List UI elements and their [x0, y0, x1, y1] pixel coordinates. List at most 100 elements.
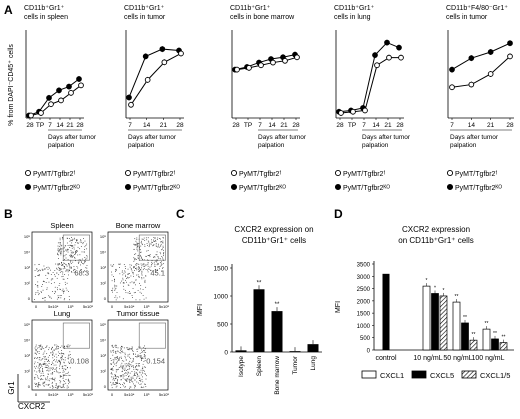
flow-event-dot	[39, 369, 40, 371]
flow-event-dot	[55, 387, 56, 388]
flow-event-dot	[62, 369, 64, 371]
flow-event-dot	[137, 369, 138, 371]
flow-event-dot	[163, 237, 165, 239]
x-tick-label: control	[375, 355, 396, 362]
flow-event-dot	[61, 244, 63, 246]
flow-event-dot	[39, 364, 41, 366]
flow-event-dot	[50, 297, 52, 299]
flow-event-dot	[67, 358, 69, 360]
flow-event-dot	[39, 363, 41, 365]
flow-event-dot	[162, 258, 164, 260]
flow-event-dot	[128, 378, 130, 380]
flow-event-dot	[155, 243, 157, 244]
flow-event-dot	[52, 363, 54, 364]
flow-event-dot	[113, 384, 115, 385]
flow-event-dot	[127, 348, 128, 350]
flow-event-dot	[57, 348, 59, 350]
flow-event-dot	[34, 370, 36, 372]
flow-event-dot	[115, 299, 117, 301]
flow-event-dot	[114, 363, 116, 365]
flow-event-dot	[34, 378, 36, 380]
flow-event-dot	[63, 380, 64, 382]
flow-event-dot	[121, 368, 123, 370]
flow-x-tick-label: 0	[35, 304, 38, 309]
flow-event-dot	[122, 374, 124, 375]
flow-event-dot	[139, 269, 141, 271]
flow-event-dot	[117, 383, 119, 384]
x-tick-label: 100 ng/mL	[471, 355, 504, 362]
flow-event-dot	[60, 251, 62, 253]
flow-event-dot	[61, 355, 63, 357]
flow-event-dot	[156, 239, 158, 240]
flow-event-dot	[113, 359, 115, 361]
flow-event-dot	[43, 348, 45, 350]
flow-event-dot	[63, 387, 65, 389]
flow-event-dot	[49, 386, 51, 388]
flow-event-dot	[123, 282, 125, 283]
flow-event-dot	[62, 247, 64, 249]
flow-event-dot	[35, 349, 36, 351]
flow-event-dot	[111, 384, 113, 386]
x-tick-label: Spleen	[256, 356, 263, 377]
flow-event-dot	[124, 369, 126, 371]
flow-event-dot	[138, 267, 140, 268]
flow-event-dot	[135, 363, 137, 365]
flow-event-dot	[134, 267, 136, 269]
flow-event-dot	[149, 254, 151, 255]
flow-event-dot	[122, 350, 123, 352]
flow-event-dot	[142, 370, 144, 371]
flow-event-dot	[128, 368, 130, 370]
x-axis-label-line2: palpation	[128, 142, 155, 149]
flow-event-dot	[38, 353, 40, 354]
flow-event-dot	[80, 269, 81, 271]
flow-event-dot	[56, 298, 58, 300]
flow-event-dot	[141, 274, 143, 276]
flow-event-dot	[80, 259, 82, 261]
flow-event-dot	[34, 358, 35, 359]
y-tick-label: 2000	[357, 299, 371, 305]
flow-event-dot	[136, 267, 138, 269]
flow-event-dot	[60, 252, 62, 254]
flow-event-dot	[49, 355, 50, 356]
flow-event-dot	[127, 268, 129, 270]
flow-event-dot	[55, 344, 57, 346]
flow-event-dot	[134, 269, 135, 271]
flow-event-dot	[142, 357, 144, 359]
flow-event-dot	[124, 352, 126, 354]
flow-event-dot	[142, 239, 144, 240]
flow-event-dot	[124, 363, 126, 365]
flow-event-dot	[161, 241, 162, 242]
data-point-ko	[66, 83, 72, 90]
flow-event-dot	[42, 370, 43, 372]
flow-event-dot	[142, 295, 144, 296]
flow-event-dot	[141, 371, 143, 373]
legend-label: CXCL1/5	[480, 371, 510, 380]
flow-event-dot	[115, 365, 117, 367]
flow-event-dot	[133, 368, 135, 370]
flow-event-dot	[114, 279, 115, 281]
flow-event-dot	[163, 259, 164, 261]
flow-event-dot	[140, 356, 142, 357]
data-point-ko	[126, 94, 132, 101]
legend-marker-open	[124, 169, 132, 177]
flow-event-dot	[138, 259, 140, 261]
significance-label: **	[485, 321, 489, 327]
chart-title-line2: on CD11b⁺Gr1⁺ cells	[398, 236, 473, 245]
flow-event-dot	[57, 264, 59, 266]
flow-event-dot	[54, 290, 56, 292]
x-tick-label: 28	[292, 122, 300, 129]
flow-event-dot	[128, 293, 130, 294]
flow-percent: 0.108	[70, 356, 89, 365]
flow-event-dot	[81, 261, 83, 263]
flow-event-dot	[132, 349, 133, 351]
x-tick-label: 10 ng/mL	[413, 355, 442, 362]
flow-event-dot	[55, 348, 56, 350]
flow-event-dot	[52, 347, 53, 349]
flow-event-dot	[57, 387, 58, 389]
panel-label-b: B	[4, 207, 13, 221]
flow-event-dot	[137, 355, 139, 357]
flow-event-dot	[69, 256, 71, 258]
flow-event-dot	[46, 353, 48, 355]
